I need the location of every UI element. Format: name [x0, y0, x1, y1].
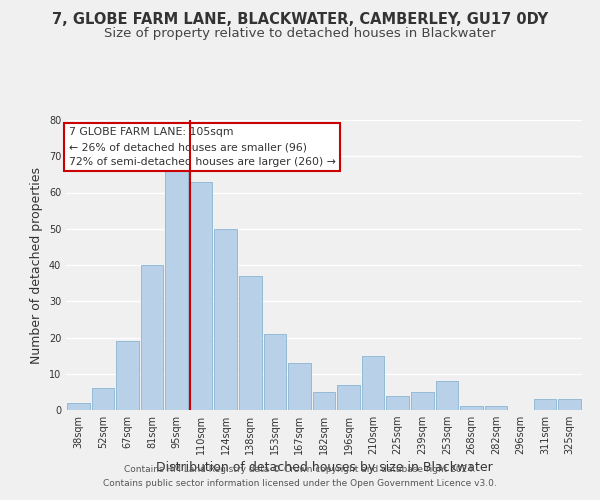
- Bar: [362, 356, 385, 410]
- Bar: [214, 229, 237, 410]
- Bar: [92, 388, 114, 410]
- Bar: [337, 384, 360, 410]
- Bar: [313, 392, 335, 410]
- Text: Size of property relative to detached houses in Blackwater: Size of property relative to detached ho…: [104, 28, 496, 40]
- Bar: [386, 396, 409, 410]
- Bar: [140, 265, 163, 410]
- Bar: [67, 403, 89, 410]
- Bar: [165, 171, 188, 410]
- Bar: [411, 392, 434, 410]
- Bar: [116, 341, 139, 410]
- Bar: [534, 399, 556, 410]
- Text: 7, GLOBE FARM LANE, BLACKWATER, CAMBERLEY, GU17 0DY: 7, GLOBE FARM LANE, BLACKWATER, CAMBERLE…: [52, 12, 548, 28]
- Bar: [559, 399, 581, 410]
- Text: Contains HM Land Registry data © Crown copyright and database right 2024.
Contai: Contains HM Land Registry data © Crown c…: [103, 466, 497, 487]
- Bar: [263, 334, 286, 410]
- Bar: [436, 381, 458, 410]
- Bar: [485, 406, 508, 410]
- Bar: [239, 276, 262, 410]
- X-axis label: Distribution of detached houses by size in Blackwater: Distribution of detached houses by size …: [155, 462, 493, 474]
- Bar: [460, 406, 483, 410]
- Text: 7 GLOBE FARM LANE: 105sqm
← 26% of detached houses are smaller (96)
72% of semi-: 7 GLOBE FARM LANE: 105sqm ← 26% of detac…: [68, 127, 335, 167]
- Bar: [190, 182, 212, 410]
- Bar: [288, 363, 311, 410]
- Y-axis label: Number of detached properties: Number of detached properties: [30, 166, 43, 364]
